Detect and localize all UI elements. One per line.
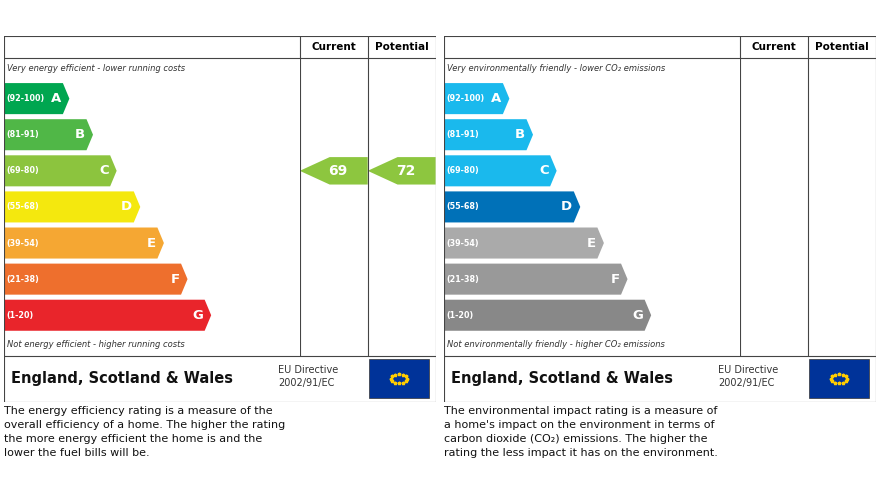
Text: G: G <box>193 309 203 322</box>
Text: E: E <box>147 237 156 249</box>
Text: (81-91): (81-91) <box>7 130 40 139</box>
Polygon shape <box>4 119 93 150</box>
Text: (92-100): (92-100) <box>447 94 485 103</box>
Text: (1-20): (1-20) <box>7 311 34 320</box>
Polygon shape <box>368 157 436 184</box>
Text: E: E <box>587 237 596 249</box>
Text: (39-54): (39-54) <box>7 239 40 247</box>
Text: The energy efficiency rating is a measure of the
overall efficiency of a home. T: The energy efficiency rating is a measur… <box>4 406 286 458</box>
Text: A: A <box>51 92 62 105</box>
Text: Current: Current <box>312 42 356 52</box>
Text: B: B <box>515 128 525 141</box>
Polygon shape <box>444 119 533 150</box>
Polygon shape <box>4 155 117 186</box>
Polygon shape <box>444 264 627 295</box>
Text: (55-68): (55-68) <box>447 203 480 211</box>
Text: Very environmentally friendly - lower CO₂ emissions: Very environmentally friendly - lower CO… <box>447 64 665 73</box>
Text: Current: Current <box>752 42 796 52</box>
Text: Energy Efficiency Rating: Energy Efficiency Rating <box>11 10 213 26</box>
FancyBboxPatch shape <box>809 359 869 398</box>
Text: (39-54): (39-54) <box>447 239 480 247</box>
Polygon shape <box>444 300 651 331</box>
Text: (55-68): (55-68) <box>7 203 40 211</box>
Polygon shape <box>4 191 140 222</box>
Text: D: D <box>561 201 572 213</box>
Polygon shape <box>4 83 70 114</box>
Text: B: B <box>75 128 85 141</box>
Polygon shape <box>300 157 368 184</box>
Text: England, Scotland & Wales: England, Scotland & Wales <box>11 371 233 386</box>
Polygon shape <box>444 155 557 186</box>
Text: The environmental impact rating is a measure of
a home's impact on the environme: The environmental impact rating is a mea… <box>444 406 718 458</box>
Text: D: D <box>121 201 132 213</box>
Text: C: C <box>539 164 548 177</box>
Text: C: C <box>99 164 108 177</box>
Polygon shape <box>444 83 510 114</box>
Text: Very energy efficient - lower running costs: Very energy efficient - lower running co… <box>7 64 186 73</box>
Text: England, Scotland & Wales: England, Scotland & Wales <box>451 371 673 386</box>
Text: 72: 72 <box>396 164 415 178</box>
Text: Potential: Potential <box>815 42 869 52</box>
Text: Not environmentally friendly - higher CO₂ emissions: Not environmentally friendly - higher CO… <box>447 340 665 349</box>
Text: (21-38): (21-38) <box>7 275 40 283</box>
Polygon shape <box>444 227 604 258</box>
Text: G: G <box>633 309 643 322</box>
Text: A: A <box>491 92 502 105</box>
Text: F: F <box>171 273 180 285</box>
Polygon shape <box>4 264 187 295</box>
Text: (69-80): (69-80) <box>7 166 40 176</box>
Polygon shape <box>4 227 164 258</box>
Text: (1-20): (1-20) <box>447 311 474 320</box>
Text: Potential: Potential <box>375 42 429 52</box>
Text: EU Directive
2002/91/EC: EU Directive 2002/91/EC <box>278 365 339 388</box>
Text: 69: 69 <box>328 164 348 178</box>
Text: Not energy efficient - higher running costs: Not energy efficient - higher running co… <box>7 340 185 349</box>
Polygon shape <box>4 300 211 331</box>
Text: (81-91): (81-91) <box>447 130 480 139</box>
FancyBboxPatch shape <box>369 359 429 398</box>
Text: EU Directive
2002/91/EC: EU Directive 2002/91/EC <box>718 365 779 388</box>
Text: F: F <box>611 273 620 285</box>
Text: Environmental Impact (CO₂) Rating: Environmental Impact (CO₂) Rating <box>451 10 741 26</box>
Text: (21-38): (21-38) <box>447 275 480 283</box>
Polygon shape <box>444 191 580 222</box>
Text: (69-80): (69-80) <box>447 166 480 176</box>
Text: (92-100): (92-100) <box>7 94 45 103</box>
